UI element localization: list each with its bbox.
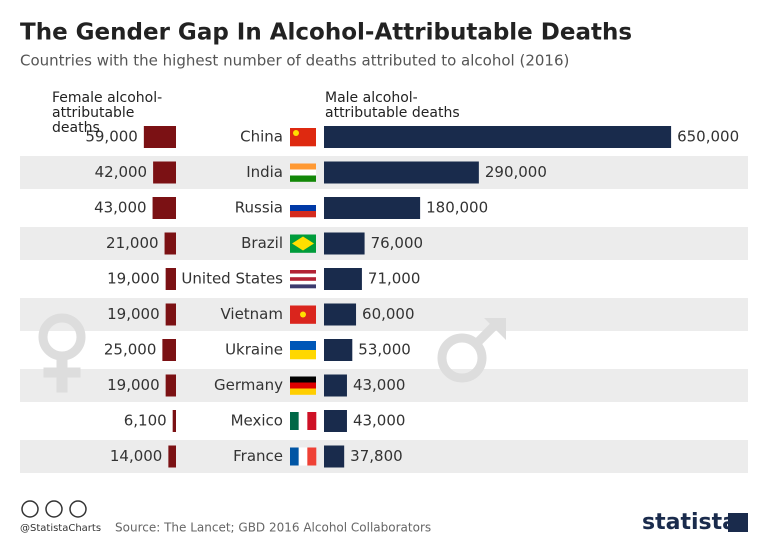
row-bands — [20, 156, 748, 473]
bar — [324, 268, 362, 290]
flag-part — [307, 412, 317, 430]
category-label: China — [240, 128, 283, 146]
flag-part — [298, 412, 308, 430]
category-label: Mexico — [231, 412, 283, 430]
bar — [143, 126, 176, 148]
bar — [324, 126, 672, 148]
bar — [152, 197, 176, 219]
row-band — [20, 440, 748, 473]
bar — [324, 445, 345, 468]
flag-part — [290, 376, 316, 383]
row-band — [20, 298, 748, 331]
value-label: 43,000 — [353, 376, 406, 394]
bar — [324, 303, 357, 326]
source: Source: The Lancet; GBD 2016 Alcohol Col… — [115, 521, 431, 535]
bar — [324, 339, 353, 361]
bar — [324, 161, 479, 184]
value-label: 14,000 — [110, 447, 163, 465]
female-header: Female alcohol-attributable deaths — [52, 90, 163, 136]
flag-part — [290, 412, 299, 430]
category-label: Vietnam — [220, 305, 283, 323]
brand-icon — [728, 513, 748, 532]
flag-part — [307, 447, 317, 466]
value-label: 37,800 — [350, 447, 403, 465]
value-label: 19,000 — [107, 305, 160, 323]
value-label: 21,000 — [106, 234, 159, 252]
value-label: 53,000 — [358, 341, 411, 359]
value-label: 290,000 — [485, 163, 547, 181]
value-label: 43,000 — [94, 199, 147, 217]
value-label: 19,000 — [107, 270, 160, 288]
flag-part — [290, 128, 316, 147]
flag-part — [290, 341, 316, 351]
flag-part — [290, 284, 316, 289]
flag-part — [290, 211, 316, 218]
bar — [168, 445, 176, 468]
flag-part — [290, 273, 316, 278]
bar — [164, 232, 176, 255]
flag-part — [290, 169, 316, 176]
category-label: India — [246, 163, 283, 181]
flag-part — [290, 163, 316, 170]
value-label: 60,000 — [362, 305, 415, 323]
value-label: 19,000 — [107, 376, 160, 394]
flag-part — [290, 175, 316, 182]
category-label: Brazil — [241, 234, 283, 252]
flag-part — [290, 280, 316, 285]
row-band — [20, 227, 748, 260]
flag-part — [290, 447, 299, 466]
flag-part — [290, 277, 316, 282]
value-label: 76,000 — [371, 234, 424, 252]
value-label: 71,000 — [368, 270, 421, 288]
male-header: Male alcohol-attributable deaths — [325, 90, 460, 121]
bar — [324, 197, 421, 219]
brand: statista — [642, 510, 737, 535]
category-label: Germany — [214, 376, 283, 394]
bar — [165, 374, 176, 397]
flag-part — [290, 388, 316, 395]
chart-subtitle: Countries with the highest number of dea… — [20, 52, 569, 70]
flag-part — [290, 350, 316, 360]
flag-part — [300, 311, 306, 318]
value-label: 6,100 — [124, 412, 167, 430]
cc-icons — [21, 500, 87, 518]
flag-part — [290, 199, 316, 206]
value-label: 59,000 — [85, 128, 138, 146]
handle: @StatistaCharts — [20, 523, 101, 534]
bar — [324, 410, 347, 432]
category-label: Russia — [235, 199, 283, 217]
value-label: 42,000 — [95, 163, 148, 181]
chart-title: The Gender Gap In Alcohol-Attributable D… — [20, 20, 632, 46]
flag-part — [290, 382, 316, 389]
value-label: 650,000 — [677, 128, 739, 146]
flag-part — [293, 130, 299, 136]
gender-symbols — [38, 313, 506, 393]
row-band — [20, 369, 748, 402]
bar — [165, 303, 176, 326]
bar — [165, 268, 176, 290]
bar — [324, 374, 347, 397]
value-label: 43,000 — [353, 412, 406, 430]
bar — [172, 410, 176, 432]
flag-part — [290, 205, 316, 212]
category-label: France — [233, 447, 283, 465]
category-label: Ukraine — [225, 341, 283, 359]
flag-part — [298, 447, 308, 466]
flag-part — [292, 236, 314, 251]
value-label: 25,000 — [104, 341, 157, 359]
bar — [162, 339, 176, 361]
bar — [153, 161, 176, 184]
bar — [324, 232, 365, 255]
value-label: 180,000 — [426, 199, 488, 217]
flag-part — [290, 270, 316, 274]
category-label: United States — [181, 270, 283, 288]
